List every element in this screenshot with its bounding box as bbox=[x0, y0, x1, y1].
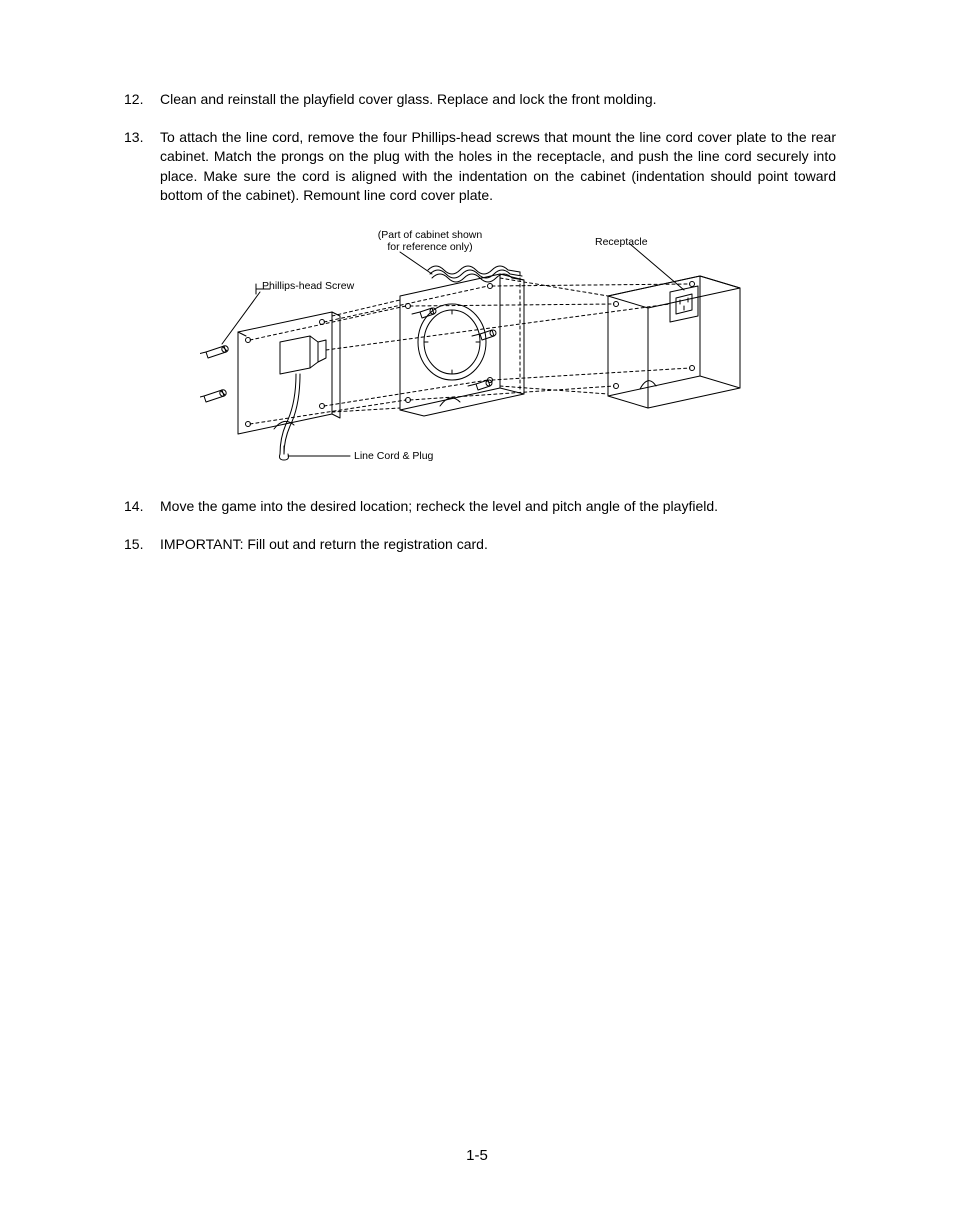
list-text: Move the game into the desired location;… bbox=[160, 497, 836, 517]
list-item-15: 15. IMPORTANT: Fill out and return the r… bbox=[124, 535, 836, 555]
line-cord-diagram-svg bbox=[200, 224, 760, 469]
list-item-12: 12. Clean and reinstall the playfield co… bbox=[124, 90, 836, 110]
list-number: 15. bbox=[124, 535, 160, 555]
page-content: 12. Clean and reinstall the playfield co… bbox=[0, 0, 954, 554]
figure-caption-line2: for reference only) bbox=[387, 241, 472, 253]
list-item-14: 14. Move the game into the desired locat… bbox=[124, 497, 836, 517]
list-text: IMPORTANT: Fill out and return the regis… bbox=[160, 535, 836, 555]
figure-caption-line1: (Part of cabinet shown bbox=[378, 229, 482, 241]
figure-caption-reference: (Part of cabinet shown for reference onl… bbox=[350, 229, 510, 253]
figure-label-phillips: Phillips-head Screw bbox=[262, 280, 354, 292]
list-item-13: 13. To attach the line cord, remove the … bbox=[124, 128, 836, 206]
list-number: 13. bbox=[124, 128, 160, 206]
figure-label-receptacle: Receptacle bbox=[595, 236, 648, 248]
page-number: 1-5 bbox=[0, 1147, 954, 1164]
figure-label-linecord: Line Cord & Plug bbox=[354, 450, 433, 462]
list-text: To attach the line cord, remove the four… bbox=[160, 128, 836, 206]
list-number: 14. bbox=[124, 497, 160, 517]
list-text: Clean and reinstall the playfield cover … bbox=[160, 90, 836, 110]
list-number: 12. bbox=[124, 90, 160, 110]
line-cord-figure: (Part of cabinet shown for reference onl… bbox=[200, 224, 760, 469]
